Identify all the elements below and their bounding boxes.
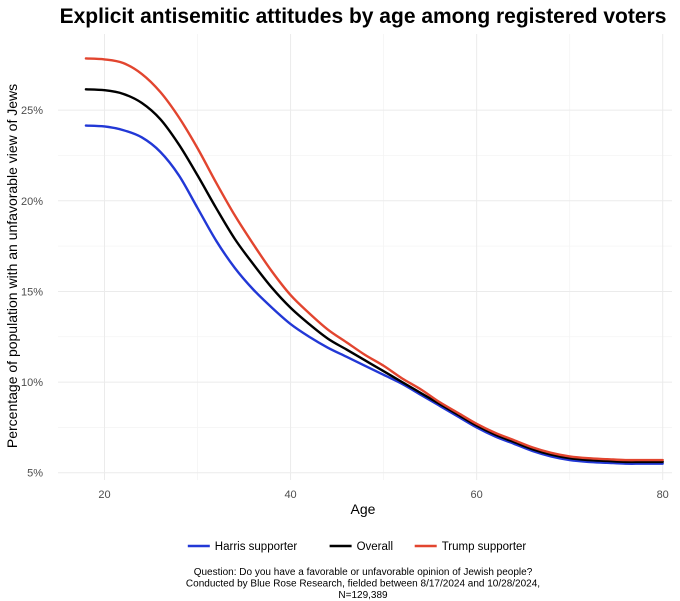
x-tick-label: 60 (471, 489, 483, 501)
caption-line: N=129,389 (338, 590, 388, 601)
caption-line: Conducted by Blue Rose Research, fielded… (186, 579, 540, 590)
caption: Question: Do you have a favorable or unf… (186, 567, 540, 601)
y-tick-label: 20% (21, 196, 43, 208)
x-tick-label: 40 (284, 489, 296, 501)
legend-label-trump-supporter: Trump supporter (442, 541, 527, 553)
series-line-overall (84, 88, 664, 464)
x-axis-title: Age (351, 501, 376, 517)
legend-label-harris-supporter: Harris supporter (215, 541, 298, 553)
y-axis-title: Percentage of population with an unfavor… (4, 84, 20, 448)
y-axis-ticks: 5% 10% 15% 20% 25% (21, 105, 43, 480)
caption-line: Question: Do you have a favorable or unf… (194, 567, 533, 578)
legend-label-overall: Overall (357, 541, 393, 553)
series-lines (84, 57, 664, 465)
y-tick-label: 25% (21, 105, 43, 117)
series-line-trump-supporter (84, 57, 664, 462)
y-tick-label: 5% (27, 468, 43, 480)
x-tick-label: 20 (98, 489, 110, 501)
series-line-harris-supporter (84, 124, 664, 465)
x-axis-ticks: 20 40 60 80 (98, 489, 668, 501)
chart-title: Explicit antisemitic attitudes by age am… (60, 5, 667, 28)
y-tick-label: 10% (21, 377, 43, 389)
x-tick-label: 80 (657, 489, 669, 501)
grid (58, 34, 672, 480)
y-tick-label: 15% (21, 286, 43, 298)
legend: Harris supporter Overall Trump supporter (187, 541, 527, 553)
